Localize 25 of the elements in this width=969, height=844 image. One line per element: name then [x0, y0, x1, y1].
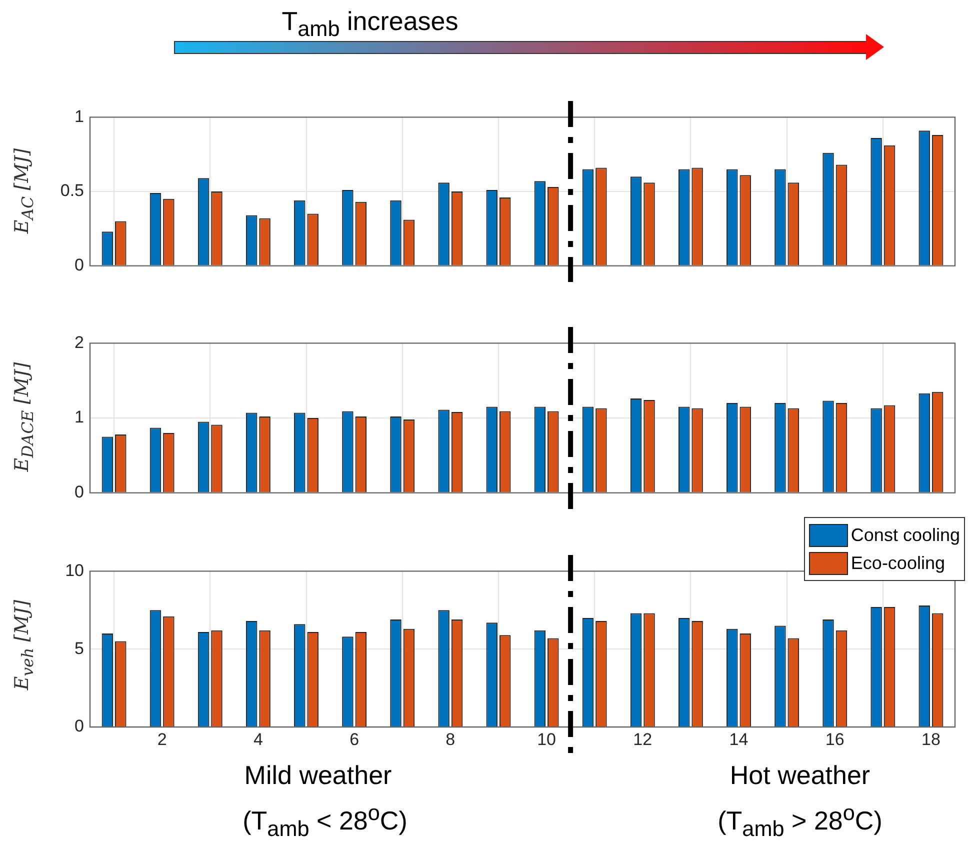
x-tick-label: 14	[729, 730, 748, 749]
x-tick-label: 2	[157, 730, 167, 749]
text: (T$_{amb}$ < 28$^{o}$C)	[242, 800, 408, 842]
y-tick-label: 0	[74, 482, 84, 502]
y-tick-label: 5	[74, 638, 84, 658]
x-tick-label: 4	[253, 730, 263, 749]
legend-label: Const cooling	[850, 524, 960, 546]
text: Hot weather	[730, 760, 870, 791]
x-tick-label: 18	[922, 730, 940, 749]
y-tick-label: 1	[74, 408, 84, 427]
text: Mild weather	[244, 760, 392, 791]
x-tick-label: 12	[633, 730, 652, 749]
text: (T$_{amb}$ > 28$^{o}$C)	[718, 800, 882, 842]
y-tick-label: 0	[74, 716, 84, 736]
x-tick-label: 6	[350, 730, 360, 749]
x-tick-label: 16	[825, 730, 844, 749]
x-tick-label: 10	[537, 730, 556, 749]
y-tick-label: 0	[74, 255, 84, 274]
y-tick-label: 0.5	[60, 181, 84, 200]
x-tick-label: 8	[446, 730, 456, 749]
y-tick-label: 10	[65, 560, 84, 580]
legend-label: Eco-cooling	[850, 552, 945, 574]
y-tick-label: 2	[74, 332, 84, 352]
y-tick-label: 1	[74, 106, 84, 126]
text: T$_{amb}$ increases	[282, 6, 458, 42]
